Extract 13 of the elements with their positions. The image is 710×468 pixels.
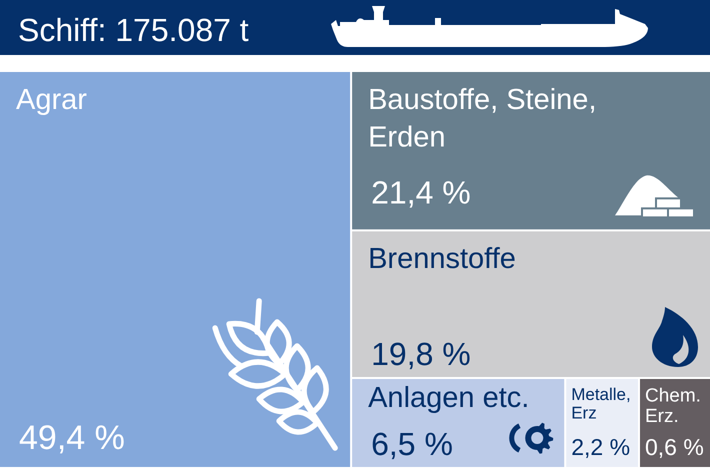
data-label: 21,4 %: [371, 174, 471, 210]
data-label: 6,5 %: [371, 426, 453, 462]
category-label: Metalle, Erz: [571, 384, 631, 422]
category-label: Chem. Erz.: [645, 385, 701, 428]
category-label: Agrar: [16, 84, 88, 116]
data-label: 2,2 %: [571, 434, 630, 460]
data-label: 19,8 %: [371, 336, 471, 372]
category-label: Baustoffe, Steine, Erden: [368, 84, 597, 154]
category-label: Brennstoffe: [368, 243, 516, 276]
category-label: Anlagen etc.: [368, 382, 530, 414]
data-label: 0,6 %: [645, 434, 704, 460]
text: Schiff: 175.087 t: [18, 12, 249, 48]
data-label: 49,4 %: [19, 419, 125, 457]
